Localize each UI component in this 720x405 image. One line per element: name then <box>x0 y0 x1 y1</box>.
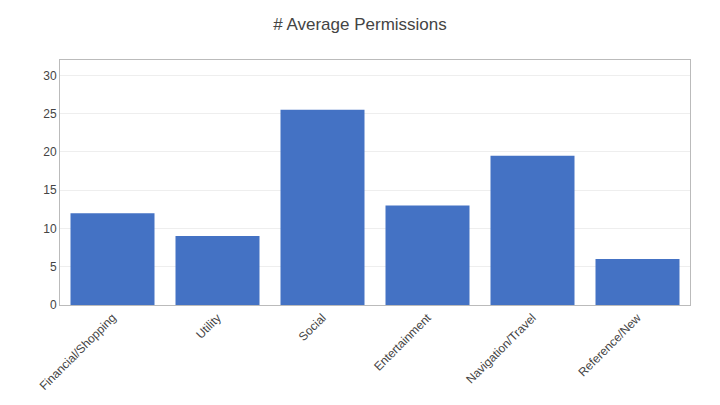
svg-text:30: 30 <box>43 69 57 83</box>
svg-text:Social: Social <box>296 311 329 344</box>
svg-text:25: 25 <box>43 107 57 121</box>
svg-text:Entertainment: Entertainment <box>371 310 434 373</box>
svg-text:# Average Permissions: # Average Permissions <box>273 15 447 34</box>
svg-text:20: 20 <box>43 145 57 159</box>
svg-text:Financial/Shopping: Financial/Shopping <box>37 311 119 393</box>
svg-text:0: 0 <box>50 298 57 312</box>
svg-text:Utility: Utility <box>193 311 224 342</box>
svg-text:Reference/New: Reference/New <box>575 311 644 380</box>
svg-text:Navigation/Travel: Navigation/Travel <box>463 311 539 387</box>
svg-text:10: 10 <box>43 222 57 236</box>
svg-text:5: 5 <box>50 260 57 274</box>
svg-text:15: 15 <box>43 183 57 197</box>
